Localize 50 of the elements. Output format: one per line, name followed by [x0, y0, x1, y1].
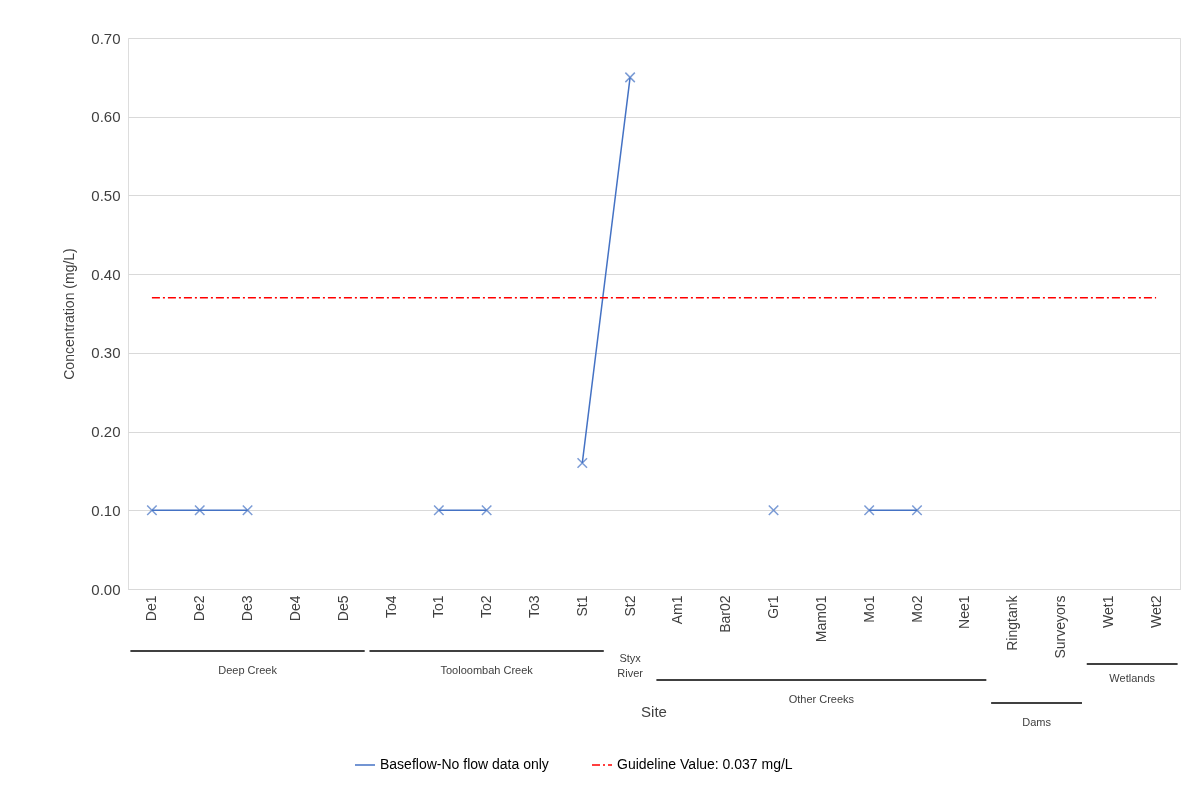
text: Wetlands [1109, 672, 1156, 684]
text: Other Creeks [788, 693, 855, 705]
x-tick-label: Am1 [669, 595, 686, 625]
x-tick-label: Mo2 [908, 595, 925, 623]
y-tick-label: 0.10 [91, 501, 121, 519]
text: Styx River [617, 652, 644, 679]
y-tick-label: 0.50 [91, 186, 121, 204]
x-tick-label: Bar02 [717, 595, 734, 633]
x-tick-label: De3 [239, 595, 256, 622]
x-tick-label: To4 [382, 595, 399, 619]
legend-label: Baseflow-No flow data only [380, 756, 549, 772]
point [768, 504, 780, 516]
point [194, 504, 206, 516]
x-tick-label: St1 [573, 595, 590, 617]
point [242, 504, 254, 516]
x-tick-label: De1 [143, 595, 160, 622]
x-tick-label: Wet2 [1147, 595, 1164, 628]
x-axis-title: Site [641, 703, 667, 720]
x-tick-label: Gr1 [765, 595, 782, 619]
x-tick-label: De2 [191, 595, 208, 622]
y-tick-label: 0.00 [91, 580, 121, 598]
y-tick-label: 0.40 [91, 265, 121, 283]
x-tick-label: Mam01 [812, 595, 829, 643]
x-tick-label: To3 [525, 595, 542, 619]
x-tick-label: De4 [286, 595, 303, 622]
x-tick-label: Wet1 [1099, 595, 1116, 628]
x-tick-label: Nee1 [956, 595, 973, 629]
y-tick-label: 0.70 [91, 29, 121, 47]
text: Deep Creek [218, 664, 278, 676]
point [911, 504, 923, 516]
text: Dams [1022, 716, 1052, 728]
point [481, 504, 493, 516]
x-tick-label: Ringtank [1004, 594, 1021, 651]
x-tick-label: De5 [334, 595, 351, 622]
y-tick-label: 0.60 [91, 108, 121, 126]
y-tick-label: 0.30 [91, 344, 121, 362]
x-tick-label: To1 [430, 595, 447, 619]
point [146, 504, 158, 516]
point [433, 504, 445, 516]
y-axis-title: Concentration (mg/L) [61, 248, 78, 380]
x-tick-label: Surveyors [1051, 595, 1068, 659]
x-tick-label: St2 [621, 595, 638, 617]
legend-label: Guideline Value: 0.037 mg/L [617, 756, 793, 772]
x-tick-label: Mo1 [860, 595, 877, 623]
y-tick-label: 0.20 [91, 423, 121, 441]
point [576, 457, 588, 469]
point [624, 71, 636, 83]
x-tick-label: To2 [478, 595, 495, 619]
text: Tooloombah Creek [440, 664, 534, 676]
point [863, 504, 875, 516]
